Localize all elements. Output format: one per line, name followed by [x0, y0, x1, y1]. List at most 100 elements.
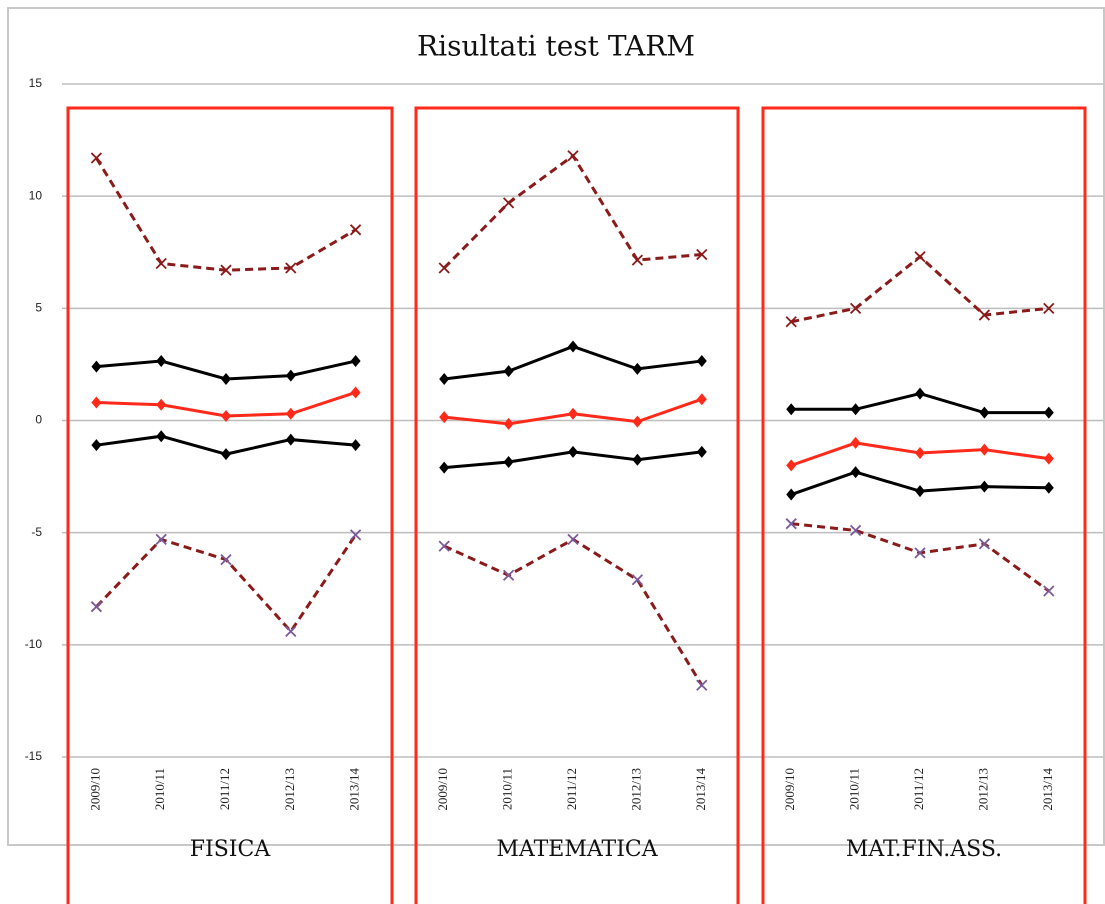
marker	[221, 410, 231, 423]
group-label: MAT.FIN.ASS.	[846, 837, 1002, 862]
marker	[349, 529, 362, 541]
marker	[568, 340, 578, 353]
marker	[502, 569, 515, 581]
marker	[220, 553, 232, 566]
x-tick-label: 2013/14	[1040, 768, 1055, 811]
marker	[285, 433, 296, 446]
marker	[915, 485, 925, 498]
x-tick-label: 2013/14	[347, 768, 362, 811]
y-tick-label: -10	[25, 637, 43, 651]
x-tick-label: 2010/11	[152, 768, 167, 810]
marker	[567, 533, 579, 546]
marker	[438, 540, 450, 552]
x-tick-label: 2012/13	[282, 768, 297, 811]
marker	[979, 406, 990, 419]
x-tick-label: 2011/12	[217, 768, 232, 810]
x-tick-label: 2012/13	[975, 768, 990, 811]
marker	[349, 224, 362, 236]
marker	[850, 436, 861, 449]
marker	[438, 262, 450, 274]
marker	[850, 466, 861, 479]
marker	[439, 411, 450, 424]
x-tick-label: 2009/10	[87, 768, 102, 811]
marker	[786, 488, 797, 501]
y-tick-label: 5	[35, 301, 42, 315]
marker	[979, 480, 990, 493]
marker	[696, 355, 707, 368]
marker	[849, 524, 862, 537]
marker	[696, 248, 708, 261]
marker	[567, 150, 579, 162]
marker	[90, 152, 103, 164]
marker	[285, 625, 297, 638]
marker	[156, 355, 167, 368]
marker	[156, 430, 167, 443]
marker	[696, 393, 707, 406]
x-tick-label: 2009/10	[782, 768, 797, 811]
chart-title: Risultati test TARM	[417, 30, 695, 63]
x-tick-label: 2013/14	[693, 768, 708, 811]
marker	[632, 415, 643, 428]
marker	[1043, 585, 1055, 597]
marker	[978, 309, 991, 321]
marker	[631, 574, 644, 586]
x-tick-label: 2011/12	[911, 768, 926, 810]
y-tick-label: 0	[35, 413, 42, 427]
marker	[502, 197, 515, 209]
x-tick-label: 2009/10	[435, 768, 450, 811]
y-tick-label: -5	[31, 525, 42, 539]
marker	[221, 448, 231, 461]
marker	[91, 360, 102, 373]
marker	[696, 445, 707, 458]
marker	[439, 461, 450, 474]
marker	[155, 257, 167, 270]
marker	[156, 398, 167, 411]
marker	[220, 264, 232, 276]
marker	[978, 538, 991, 550]
marker	[503, 365, 514, 378]
x-tick-label: 2010/11	[500, 768, 515, 810]
y-tick-label: 10	[29, 188, 43, 202]
marker	[1043, 406, 1054, 419]
marker	[350, 439, 361, 452]
marker	[155, 533, 167, 546]
group-box	[66, 106, 394, 904]
marker	[1043, 302, 1055, 314]
marker	[90, 601, 103, 613]
marker	[350, 355, 361, 368]
marker	[568, 407, 578, 420]
marker	[915, 447, 925, 460]
marker	[785, 316, 797, 328]
marker	[631, 254, 644, 266]
marker	[568, 445, 578, 458]
marker	[632, 362, 643, 375]
marker	[439, 372, 450, 385]
marker	[350, 386, 361, 399]
marker	[503, 417, 514, 430]
marker	[1043, 481, 1054, 494]
marker	[285, 407, 296, 420]
marker	[914, 251, 926, 263]
marker	[785, 518, 797, 530]
marker	[979, 443, 990, 456]
marker	[221, 372, 231, 385]
x-tick-label: 2012/13	[628, 768, 643, 811]
x-tick-label: 2010/11	[847, 768, 862, 810]
x-tick-label: 2011/12	[564, 768, 579, 810]
group-label: FISICA	[190, 837, 272, 862]
group-box	[414, 106, 740, 904]
marker	[503, 456, 514, 469]
marker	[696, 679, 708, 691]
marker	[914, 547, 926, 559]
marker	[632, 453, 643, 466]
marker	[91, 439, 102, 452]
marker	[285, 262, 297, 274]
marker	[786, 459, 797, 472]
y-tick-label: 15	[29, 76, 43, 90]
y-tick-label: -15	[25, 749, 43, 763]
marker	[850, 403, 861, 416]
group-box	[761, 106, 1087, 904]
marker	[91, 396, 102, 409]
group-label: MATEMATICA	[496, 837, 658, 862]
